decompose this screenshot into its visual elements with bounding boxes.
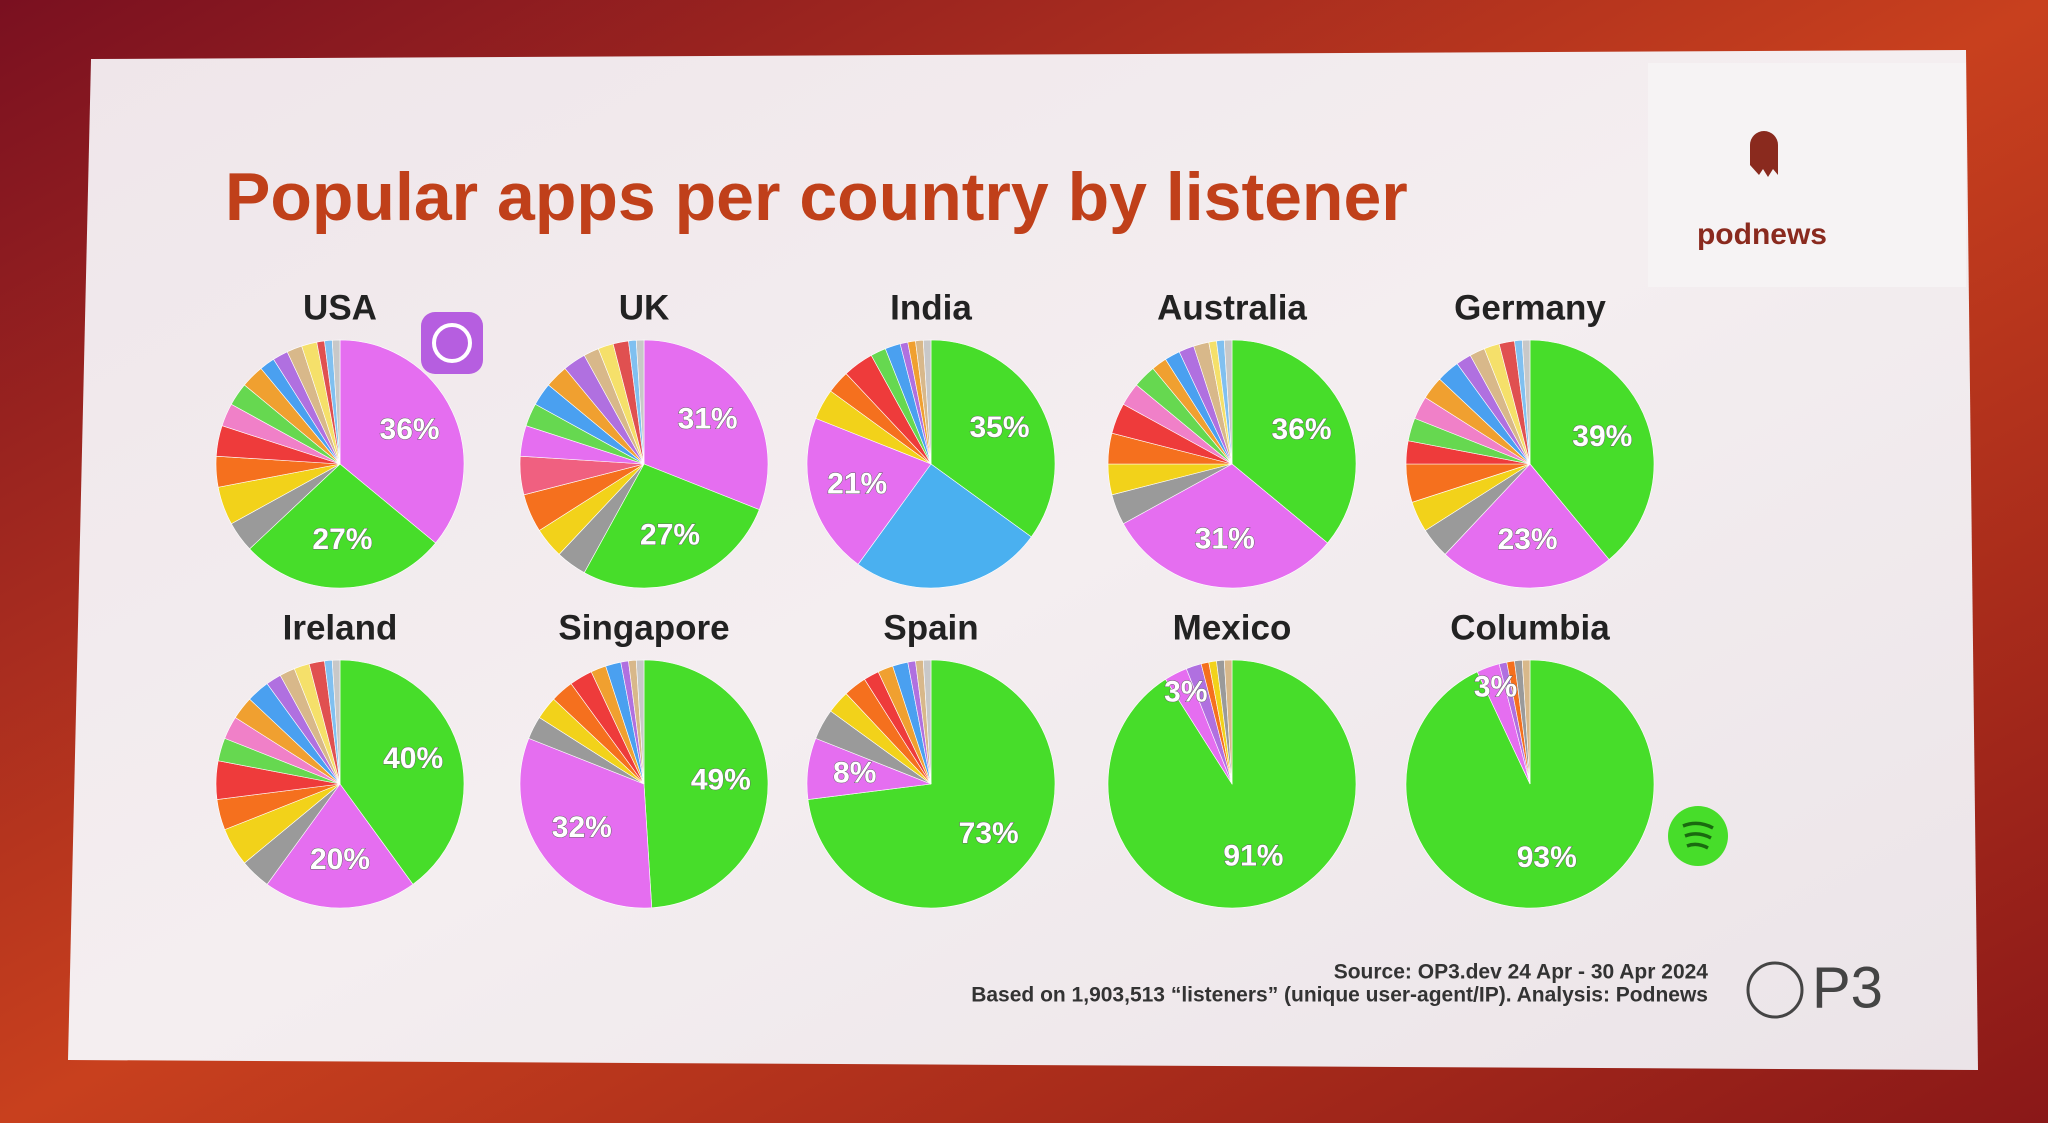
note: Based on 1,903,513 “listeners” (unique u… bbox=[971, 984, 1708, 1007]
pie-slice bbox=[643, 339, 769, 511]
pie-title: Germany bbox=[1454, 288, 1606, 327]
slice-label: 39% bbox=[1572, 420, 1632, 453]
pie-slice bbox=[1122, 463, 1328, 589]
logo-icon bbox=[1750, 131, 1778, 177]
podcasts-icon bbox=[421, 312, 483, 374]
pie-title: UK bbox=[619, 288, 670, 327]
pie-slice bbox=[1521, 339, 1531, 465]
pie-slice bbox=[266, 783, 414, 909]
pie-slice bbox=[922, 659, 932, 785]
slice-label: 21% bbox=[827, 467, 887, 500]
slice-label: 49% bbox=[691, 764, 751, 797]
pie-slice bbox=[1444, 463, 1610, 589]
pie-title: Ireland bbox=[283, 608, 398, 647]
pie-title: Singapore bbox=[558, 608, 729, 647]
pie-title: India bbox=[890, 288, 972, 327]
pie-title: Columbia bbox=[1450, 608, 1610, 647]
pie-slice bbox=[519, 737, 653, 909]
slice-label: 91% bbox=[1223, 840, 1283, 873]
slice-label: 3% bbox=[1164, 675, 1207, 708]
slice-label: 73% bbox=[959, 817, 1019, 850]
podcasts-icon-ring bbox=[432, 323, 472, 363]
slice-label: 20% bbox=[310, 843, 370, 876]
slice-label: 40% bbox=[383, 742, 443, 775]
pie-slice bbox=[806, 417, 932, 565]
pie-slice bbox=[857, 463, 1032, 589]
pie-slice bbox=[1521, 659, 1531, 785]
pie-slice bbox=[930, 339, 1056, 538]
slice-label: 36% bbox=[1272, 413, 1332, 446]
slice-label: 3% bbox=[1474, 670, 1517, 703]
pie-slice bbox=[635, 339, 645, 465]
slice-label: 23% bbox=[1498, 523, 1558, 556]
source: Source: OP3.dev 24 Apr - 30 Apr 2024 bbox=[1334, 961, 1709, 984]
slice-label: 31% bbox=[678, 403, 738, 436]
logo-box bbox=[1648, 63, 1966, 287]
slice-label: 93% bbox=[1517, 841, 1577, 874]
slice-label: 8% bbox=[833, 756, 876, 789]
spotify-waves bbox=[1682, 821, 1714, 850]
pie-slice bbox=[331, 339, 341, 465]
brand-icon bbox=[1746, 961, 1804, 1019]
pie-slice bbox=[1223, 339, 1233, 465]
pie-slice bbox=[807, 659, 1056, 909]
pie-slice bbox=[635, 659, 645, 785]
pie-slice bbox=[331, 659, 341, 785]
pie-slice bbox=[643, 659, 769, 909]
pie-slice bbox=[1223, 659, 1233, 785]
pie-slice bbox=[922, 339, 932, 465]
pie-slice bbox=[339, 339, 465, 544]
slide-title: Popular apps per country by listener bbox=[225, 159, 1408, 235]
pie-slice bbox=[1231, 339, 1357, 544]
spotify-icon bbox=[1668, 806, 1728, 866]
slice-label: 32% bbox=[552, 811, 612, 844]
slice-label: 27% bbox=[312, 523, 372, 556]
pie-title: USA bbox=[303, 288, 377, 327]
brand: P3 bbox=[1812, 955, 1883, 1020]
pie-slice bbox=[249, 463, 436, 589]
pie-slice bbox=[1529, 339, 1655, 560]
pie-title: Spain bbox=[883, 608, 978, 647]
slice-label: 27% bbox=[640, 518, 700, 551]
slice-label: 36% bbox=[380, 413, 440, 446]
pie-slice bbox=[583, 463, 760, 589]
slice-label: 31% bbox=[1195, 522, 1255, 555]
pie-title: Mexico bbox=[1173, 608, 1292, 647]
pie-slice bbox=[339, 659, 465, 885]
slice-label: 35% bbox=[969, 411, 1029, 444]
pie-title: Australia bbox=[1157, 288, 1307, 327]
logo-text: podnews bbox=[1697, 218, 1827, 251]
